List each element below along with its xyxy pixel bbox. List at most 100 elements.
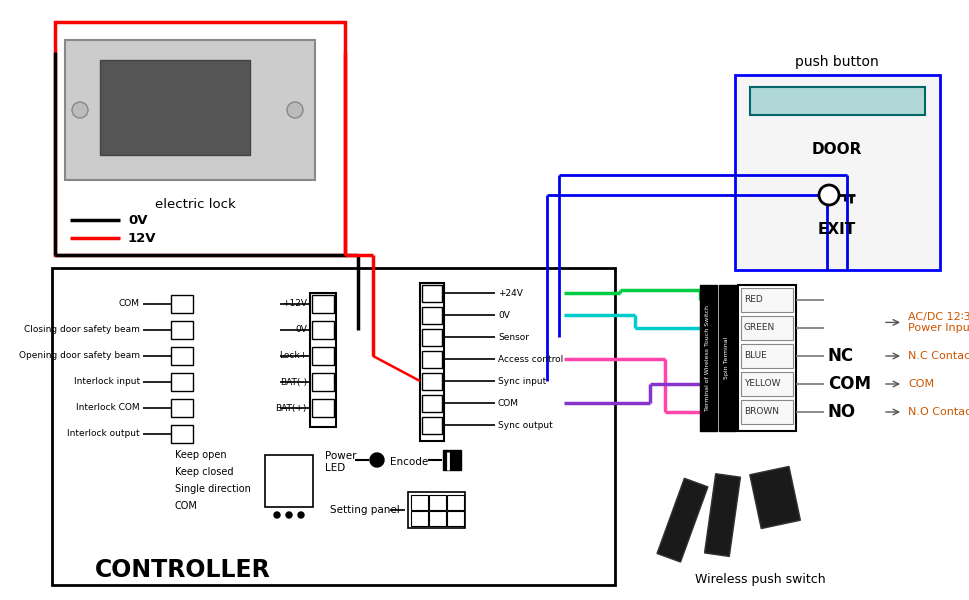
Bar bbox=[703, 474, 739, 556]
Text: N.C Contact: N.C Contact bbox=[907, 351, 969, 361]
Bar bbox=[171, 321, 193, 339]
Text: BAT(-): BAT(-) bbox=[280, 377, 306, 386]
Bar bbox=[312, 399, 333, 417]
Circle shape bbox=[297, 512, 303, 518]
Bar bbox=[171, 425, 193, 443]
Bar bbox=[735, 75, 939, 270]
Text: 0V: 0V bbox=[497, 311, 510, 319]
Bar bbox=[749, 466, 799, 529]
Bar bbox=[656, 478, 707, 562]
Bar bbox=[171, 399, 193, 417]
Bar bbox=[312, 295, 333, 313]
Bar bbox=[312, 373, 333, 391]
Text: Wireless push switch: Wireless push switch bbox=[694, 574, 825, 587]
Bar bbox=[411, 495, 427, 510]
Text: BLUE: BLUE bbox=[743, 352, 766, 361]
Bar bbox=[422, 329, 442, 346]
Text: Interlock output: Interlock output bbox=[67, 430, 140, 439]
Bar bbox=[447, 511, 463, 526]
Text: BROWN: BROWN bbox=[743, 407, 778, 416]
Text: 12V: 12V bbox=[128, 232, 156, 245]
Text: BAT(+): BAT(+) bbox=[275, 403, 306, 413]
Bar bbox=[420, 283, 444, 441]
Circle shape bbox=[286, 512, 292, 518]
Bar bbox=[265, 455, 313, 507]
Text: Access control: Access control bbox=[497, 355, 563, 364]
Bar bbox=[422, 351, 442, 368]
Bar bbox=[740, 372, 793, 396]
Text: NO: NO bbox=[828, 403, 856, 421]
Text: COM: COM bbox=[828, 375, 870, 393]
Text: Lock+: Lock+ bbox=[278, 352, 306, 361]
Text: 0V: 0V bbox=[128, 214, 147, 226]
Text: COM: COM bbox=[497, 398, 518, 407]
Text: Single direction: Single direction bbox=[174, 484, 251, 494]
Text: Interlock COM: Interlock COM bbox=[77, 403, 140, 413]
Text: Closing door safety beam: Closing door safety beam bbox=[24, 325, 140, 335]
Text: COM: COM bbox=[907, 379, 933, 389]
Text: YELLOW: YELLOW bbox=[743, 379, 780, 389]
Text: Sensor: Sensor bbox=[497, 332, 528, 341]
Bar bbox=[740, 344, 793, 368]
Circle shape bbox=[818, 185, 838, 205]
Circle shape bbox=[287, 102, 302, 118]
Text: Power
LED: Power LED bbox=[325, 451, 357, 473]
Bar bbox=[310, 293, 335, 427]
Bar bbox=[312, 321, 333, 339]
Text: Opening door safety beam: Opening door safety beam bbox=[19, 352, 140, 361]
Text: Keep open: Keep open bbox=[174, 450, 227, 460]
Text: Interlock input: Interlock input bbox=[74, 377, 140, 386]
Text: NC: NC bbox=[828, 347, 854, 365]
Bar bbox=[65, 40, 315, 180]
Bar bbox=[740, 316, 793, 340]
Bar bbox=[171, 295, 193, 313]
Text: +12V: +12V bbox=[282, 299, 306, 308]
Text: COM: COM bbox=[119, 299, 140, 308]
Bar bbox=[422, 285, 442, 302]
Bar bbox=[443, 450, 460, 470]
Text: DOOR: DOOR bbox=[811, 142, 861, 157]
Bar bbox=[171, 347, 193, 365]
Bar bbox=[52, 268, 614, 585]
Bar bbox=[408, 492, 464, 528]
Bar bbox=[100, 60, 250, 155]
Bar bbox=[411, 511, 427, 526]
Bar bbox=[737, 285, 796, 431]
Text: CONTROLLER: CONTROLLER bbox=[95, 558, 270, 582]
Text: 5pin Terminal: 5pin Terminal bbox=[724, 337, 729, 379]
Circle shape bbox=[273, 512, 280, 518]
Bar bbox=[312, 347, 333, 365]
Text: GREEN: GREEN bbox=[743, 323, 774, 332]
Bar bbox=[171, 373, 193, 391]
Circle shape bbox=[72, 102, 88, 118]
Bar bbox=[55, 22, 345, 255]
Text: 0V: 0V bbox=[295, 325, 306, 335]
Bar bbox=[428, 511, 446, 526]
Text: Sync output: Sync output bbox=[497, 421, 552, 430]
Bar bbox=[447, 495, 463, 510]
Text: Keep closed: Keep closed bbox=[174, 467, 234, 477]
Bar bbox=[422, 307, 442, 324]
Circle shape bbox=[369, 453, 384, 467]
Bar bbox=[740, 288, 793, 312]
Bar bbox=[422, 373, 442, 390]
Bar bbox=[718, 285, 735, 431]
Text: Encode: Encode bbox=[390, 457, 427, 467]
Text: electric lock: electric lock bbox=[154, 199, 235, 211]
Bar bbox=[749, 87, 924, 115]
Text: Sync input: Sync input bbox=[497, 377, 546, 385]
Text: COM: COM bbox=[174, 501, 198, 511]
Bar bbox=[740, 400, 793, 424]
Text: N.O Contact: N.O Contact bbox=[907, 407, 969, 417]
Text: RED: RED bbox=[743, 295, 762, 304]
Text: +24V: +24V bbox=[497, 289, 522, 298]
Text: EXIT: EXIT bbox=[817, 223, 856, 238]
Bar bbox=[422, 395, 442, 412]
Bar bbox=[422, 417, 442, 434]
Text: AC/DC 12∶36V
Power Input: AC/DC 12∶36V Power Input bbox=[907, 311, 969, 333]
Text: push button: push button bbox=[795, 55, 878, 69]
Text: Setting panel: Setting panel bbox=[329, 505, 399, 515]
Text: Terminal of Wireless Touch Switch: Terminal of Wireless Touch Switch bbox=[704, 305, 709, 411]
Bar bbox=[428, 495, 446, 510]
Bar bbox=[700, 285, 716, 431]
